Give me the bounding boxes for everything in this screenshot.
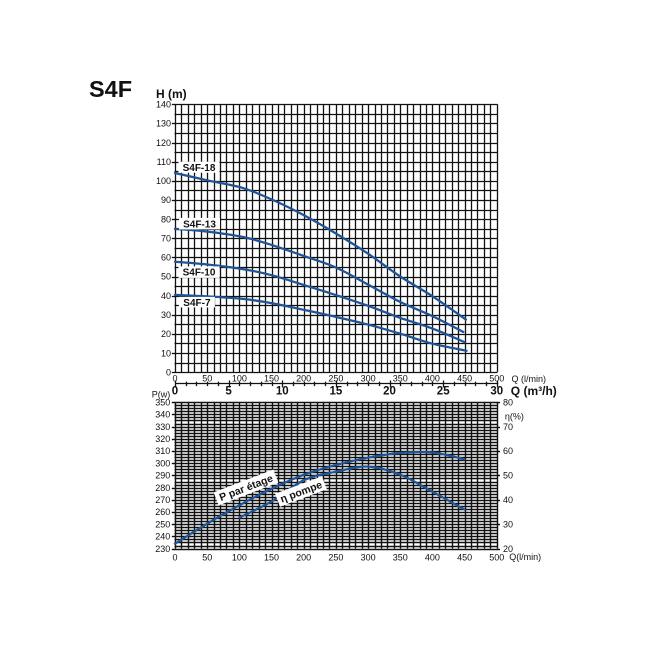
- svg-text:50: 50: [202, 374, 212, 384]
- svg-text:200: 200: [296, 552, 311, 562]
- svg-text:0: 0: [172, 386, 178, 398]
- svg-text:P(w): P(w): [152, 390, 171, 400]
- svg-text:300: 300: [361, 374, 376, 384]
- svg-text:20: 20: [383, 386, 396, 398]
- svg-text:30: 30: [161, 310, 171, 320]
- svg-text:140: 140: [156, 100, 171, 110]
- svg-text:10: 10: [161, 348, 171, 358]
- svg-text:90: 90: [161, 195, 171, 205]
- svg-text:S4F-10: S4F-10: [183, 268, 216, 279]
- svg-text:290: 290: [155, 471, 170, 481]
- svg-text:350: 350: [393, 374, 408, 384]
- svg-text:50: 50: [161, 272, 171, 282]
- svg-text:260: 260: [155, 507, 170, 517]
- svg-text:250: 250: [155, 519, 170, 529]
- svg-text:70: 70: [161, 233, 171, 243]
- svg-text:150: 150: [264, 552, 279, 562]
- svg-text:500: 500: [489, 374, 504, 384]
- svg-text:100: 100: [156, 176, 171, 186]
- svg-text:100: 100: [232, 552, 247, 562]
- svg-text:5: 5: [225, 386, 232, 398]
- svg-text:50: 50: [202, 552, 212, 562]
- svg-text:450: 450: [457, 552, 472, 562]
- svg-text:350: 350: [155, 397, 170, 407]
- svg-text:60: 60: [503, 446, 513, 456]
- svg-text:250: 250: [328, 374, 343, 384]
- svg-text:70: 70: [503, 422, 513, 432]
- svg-text:150: 150: [264, 374, 279, 384]
- svg-text:20: 20: [503, 544, 513, 554]
- svg-text:310: 310: [155, 446, 170, 456]
- svg-text:40: 40: [161, 291, 171, 301]
- svg-text:30: 30: [503, 519, 513, 529]
- svg-text:80: 80: [161, 214, 171, 224]
- svg-text:130: 130: [156, 119, 171, 129]
- svg-text:350: 350: [393, 552, 408, 562]
- svg-text:240: 240: [155, 532, 170, 542]
- svg-text:340: 340: [155, 410, 170, 420]
- svg-text:330: 330: [155, 422, 170, 432]
- svg-text:15: 15: [330, 386, 343, 398]
- svg-text:500: 500: [489, 552, 504, 562]
- svg-text:270: 270: [155, 495, 170, 505]
- svg-text:0: 0: [172, 374, 177, 384]
- svg-text:230: 230: [155, 544, 170, 554]
- svg-text:80: 80: [503, 397, 513, 407]
- svg-text:250: 250: [328, 552, 343, 562]
- svg-text:320: 320: [155, 434, 170, 444]
- svg-text:Q (l/min): Q (l/min): [512, 374, 547, 384]
- svg-text:S4F-7: S4F-7: [183, 298, 211, 309]
- svg-text:25: 25: [437, 386, 450, 398]
- svg-text:450: 450: [457, 374, 472, 384]
- svg-text:300: 300: [361, 552, 376, 562]
- svg-text:50: 50: [503, 471, 513, 481]
- svg-text:200: 200: [296, 374, 311, 384]
- svg-text:S4F: S4F: [89, 76, 132, 102]
- svg-text:60: 60: [161, 253, 171, 263]
- svg-text:30: 30: [490, 386, 503, 398]
- svg-text:20: 20: [161, 329, 171, 339]
- svg-text:40: 40: [503, 495, 513, 505]
- svg-text:280: 280: [155, 483, 170, 493]
- svg-text:110: 110: [157, 157, 171, 167]
- svg-text:120: 120: [156, 138, 171, 148]
- svg-text:400: 400: [425, 374, 440, 384]
- svg-text:S4F-18: S4F-18: [183, 163, 216, 174]
- svg-text:H (m): H (m): [156, 87, 187, 101]
- svg-text:300: 300: [155, 458, 170, 468]
- svg-text:η(%): η(%): [505, 412, 524, 422]
- svg-text:0: 0: [166, 367, 171, 377]
- svg-text:400: 400: [425, 552, 440, 562]
- svg-text:100: 100: [232, 374, 247, 384]
- svg-text:Q (m³/h): Q (m³/h): [511, 384, 557, 398]
- svg-text:Q(l/min): Q(l/min): [509, 552, 541, 562]
- svg-text:10: 10: [276, 386, 289, 398]
- svg-text:0: 0: [172, 552, 177, 562]
- svg-text:S4F-13: S4F-13: [183, 219, 216, 230]
